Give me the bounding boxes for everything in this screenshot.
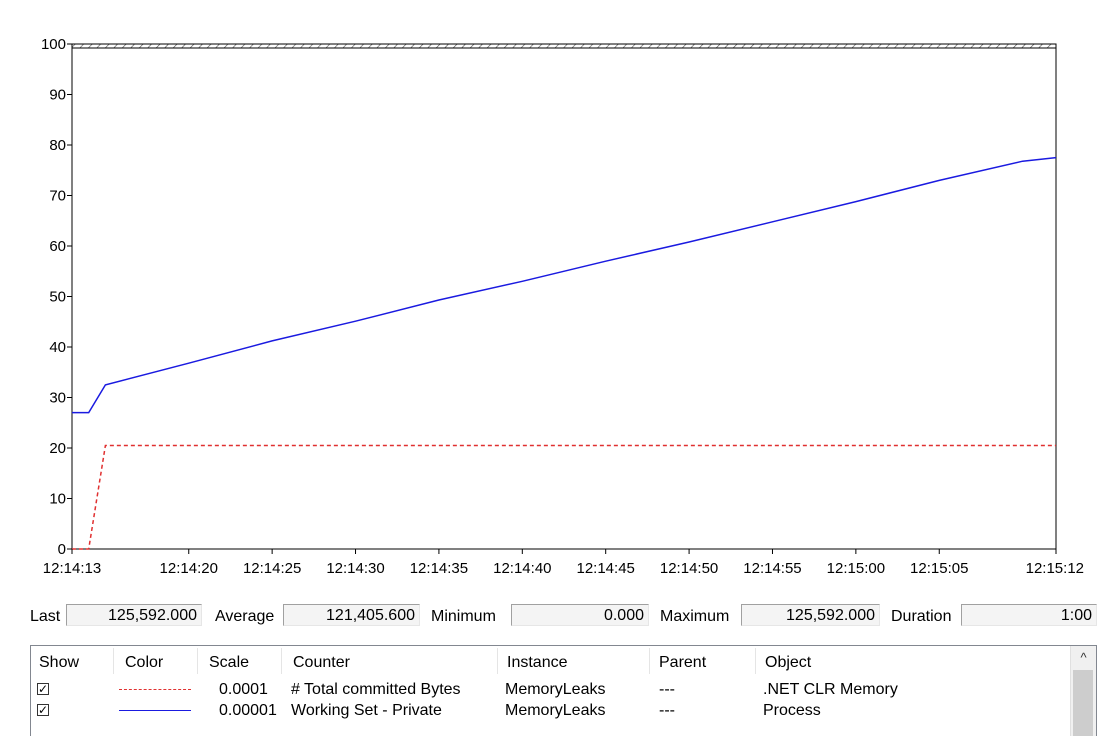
x-tick-label: 12:14:35 bbox=[410, 560, 468, 577]
x-tick-label: 12:15:12 bbox=[1026, 560, 1084, 577]
x-tick-label: 12:14:50 bbox=[660, 560, 718, 577]
duration-label: Duration bbox=[891, 608, 952, 625]
y-tick-label: 100 bbox=[41, 36, 66, 53]
counter-legend-list[interactable]: Show Color Scale Counter Instance Parent… bbox=[30, 645, 1097, 736]
last-value: 125,592.000 bbox=[66, 604, 202, 626]
column-header-counter[interactable]: Counter bbox=[293, 654, 350, 671]
statistics-bar: Last 125,592.000 Average 121,405.600 Min… bbox=[0, 600, 1115, 634]
y-tick-label: 60 bbox=[49, 238, 66, 255]
x-tick-label: 12:15:05 bbox=[910, 560, 968, 577]
column-header-instance[interactable]: Instance bbox=[507, 654, 568, 671]
y-tick-label: 80 bbox=[49, 137, 66, 154]
scroll-up-arrow-icon[interactable]: ^ bbox=[1080, 650, 1087, 665]
scroll-thumb[interactable] bbox=[1073, 670, 1093, 736]
last-label: Last bbox=[30, 608, 61, 625]
x-tick-label: 12:15:00 bbox=[827, 560, 885, 577]
counter-cell: # Total committed Bytes bbox=[291, 681, 461, 698]
x-tick-label: 12:14:25 bbox=[243, 560, 301, 577]
legend-row-total-committed-bytes[interactable]: ✓ 0.0001 # Total committed Bytes MemoryL… bbox=[31, 680, 1071, 700]
column-header-object[interactable]: Object bbox=[765, 654, 812, 671]
x-tick-label: 12:14:20 bbox=[160, 560, 218, 577]
y-tick-label: 50 bbox=[49, 289, 66, 306]
series-line-total-committed-bytes bbox=[72, 444, 1056, 550]
column-header-show[interactable]: Show bbox=[39, 654, 80, 671]
y-tick-label: 70 bbox=[49, 188, 66, 205]
x-tick-label: 12:14:55 bbox=[743, 560, 801, 577]
y-tick-label: 20 bbox=[49, 440, 66, 457]
average-value: 121,405.600 bbox=[283, 604, 420, 626]
minimum-label: Minimum bbox=[431, 608, 496, 625]
series-line-working-set-private bbox=[72, 156, 1057, 414]
show-checkbox[interactable]: ✓ bbox=[37, 703, 49, 717]
minimum-value: 0.000 bbox=[511, 604, 649, 626]
instance-cell: MemoryLeaks bbox=[505, 702, 606, 719]
legend-scrollbar[interactable]: ^ bbox=[1070, 646, 1096, 736]
show-checkbox[interactable]: ✓ bbox=[37, 682, 49, 696]
parent-cell: --- bbox=[659, 702, 675, 719]
x-tick-label: 12:14:45 bbox=[576, 560, 634, 577]
instance-cell: MemoryLeaks bbox=[505, 681, 606, 698]
performance-chart: 0 10 20 30 40 50 60 70 80 90 100 12:14:13 12:14:20 12… bbox=[41, 36, 1084, 577]
x-tick-label: 12:14:30 bbox=[326, 560, 384, 577]
column-header-parent[interactable]: Parent bbox=[659, 654, 707, 671]
scale-cell: 0.0001 bbox=[219, 681, 268, 698]
object-cell: Process bbox=[763, 702, 821, 719]
counter-cell: Working Set - Private bbox=[291, 702, 442, 719]
color-swatch bbox=[119, 689, 191, 690]
scale-cell: 0.00001 bbox=[219, 702, 277, 719]
column-header-color[interactable]: Color bbox=[125, 654, 164, 671]
maximum-label: Maximum bbox=[660, 608, 730, 625]
y-tick-label: 10 bbox=[49, 491, 66, 508]
maximum-value: 125,592.000 bbox=[741, 604, 880, 626]
y-tick-label: 30 bbox=[49, 390, 66, 407]
plot-area bbox=[71, 43, 1057, 550]
legend-row-working-set-private[interactable]: ✓ 0.00001 Working Set - Private MemoryLe… bbox=[31, 701, 1071, 721]
plot-top-hatch bbox=[71, 43, 1057, 49]
color-swatch bbox=[119, 710, 191, 711]
legend-header: Show Color Scale Counter Instance Parent… bbox=[31, 646, 1096, 678]
y-tick-label: 40 bbox=[49, 339, 66, 356]
parent-cell: --- bbox=[659, 681, 675, 698]
duration-value: 1:00 bbox=[961, 604, 1097, 626]
y-tick-label: 90 bbox=[49, 87, 66, 104]
x-tick-label: 12:14:13 bbox=[43, 560, 101, 577]
x-tick-label: 12:14:40 bbox=[493, 560, 551, 577]
average-label: Average bbox=[215, 608, 275, 625]
column-header-scale[interactable]: Scale bbox=[209, 654, 250, 671]
chart-canvas: 0 10 20 30 40 50 60 70 80 90 100 12:14:13 12:14:20 12… bbox=[41, 36, 1084, 577]
y-tick-label: 0 bbox=[58, 541, 66, 558]
object-cell: .NET CLR Memory bbox=[763, 681, 898, 698]
